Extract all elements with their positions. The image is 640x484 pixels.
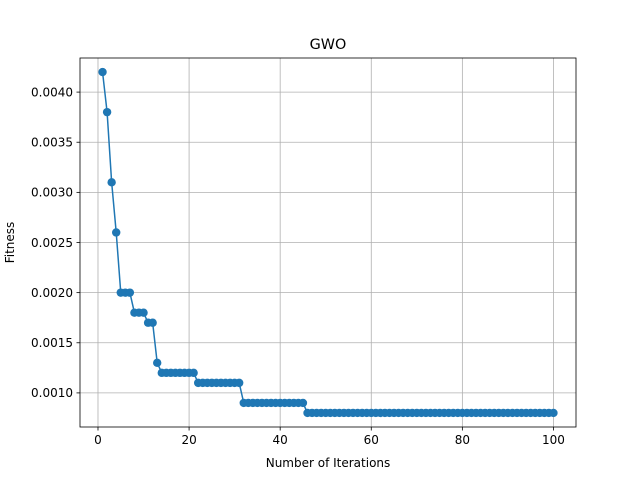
data-series	[98, 67, 558, 418]
y-tick-label: 0.0015	[31, 336, 73, 350]
grid-lines	[80, 58, 576, 427]
data-point	[139, 308, 148, 317]
data-point	[102, 107, 112, 117]
chart-title: GWO	[310, 37, 347, 53]
x-tick-label: 100	[542, 433, 565, 447]
y-tick-label: 0.0025	[31, 236, 73, 250]
y-axis: 0.0010 0.0015 0.0020 0.0025 0.0030 0.0035 0.00…	[31, 85, 80, 400]
data-point	[112, 228, 121, 237]
data-point	[189, 368, 198, 378]
y-tick-label: 0.0035	[31, 136, 73, 150]
y-tick-label: 0.0010	[31, 386, 73, 400]
y-tick-label: 0.0020	[31, 286, 73, 300]
x-tick-label: 0	[94, 433, 102, 447]
x-tick-label: 60	[364, 433, 379, 447]
data-point	[298, 398, 308, 408]
y-tick-label: 0.0040	[31, 85, 73, 99]
data-point	[148, 318, 157, 327]
data-point	[107, 178, 116, 187]
y-tick-label: 0.0030	[31, 186, 73, 200]
x-axis: 0 20 40 60 80 100	[94, 427, 565, 447]
y-axis-label: Fitness	[3, 222, 17, 264]
x-tick-label: 80	[455, 433, 470, 447]
x-axis-label: Number of Iterations	[266, 456, 391, 470]
data-point	[98, 67, 107, 77]
data-point	[234, 378, 244, 388]
x-tick-label: 20	[181, 433, 196, 447]
data-point	[125, 288, 135, 297]
x-tick-label: 40	[273, 433, 288, 447]
data-point	[549, 408, 558, 418]
data-point	[153, 358, 162, 368]
